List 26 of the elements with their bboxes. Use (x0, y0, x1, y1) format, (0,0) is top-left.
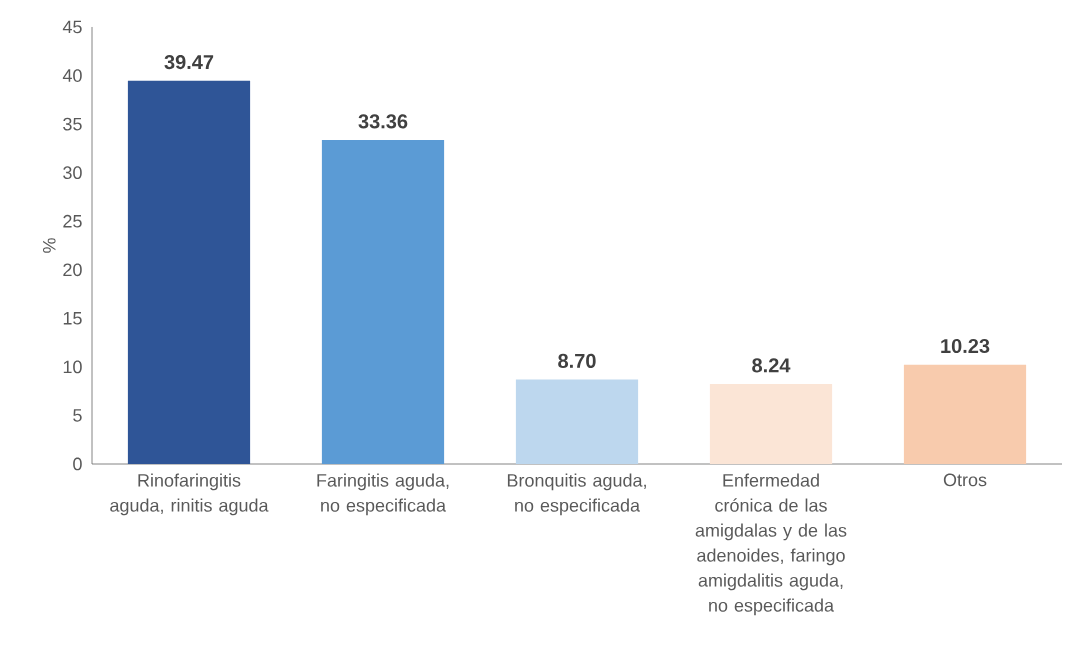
x-tick-label: Enfermedad crónica de las amigdalas y de las adenoides, faringo amigdalitis aguda, no especificada (695, 473, 847, 616)
data-label: 33.36 (358, 114, 408, 129)
bar (903, 364, 1027, 464)
x-tick-label: Otros (943, 473, 987, 487)
data-label: 8.70 (558, 353, 596, 368)
bar (321, 140, 445, 464)
y-tick-label: 40 (62, 69, 82, 82)
x-tick-label: Bronquitis aguda, no especificada (507, 473, 646, 516)
y-tick-label: 10 (63, 360, 82, 374)
data-label: 39.47 (164, 54, 214, 70)
x-tick-label: Faringitis aguda, no especificada (317, 473, 449, 516)
y-tick-label: 0 (73, 457, 82, 471)
y-tick-label: 20 (63, 263, 82, 277)
data-label: 10.23 (941, 338, 990, 354)
bar (515, 379, 639, 464)
y-tick-label: 35 (63, 117, 82, 131)
bar (709, 383, 833, 464)
x-tick-label: Rinofaringitis aguda, rinitis aguda (110, 473, 269, 516)
data-label: 8.24 (752, 358, 791, 373)
bar (127, 80, 251, 464)
y-tick-label: 15 (63, 312, 82, 325)
y-axis-title: % (42, 238, 56, 253)
y-tick-label: 45 (62, 20, 82, 34)
y-tick-label: 25 (63, 214, 82, 228)
y-tick-label: 30 (63, 166, 82, 180)
y-tick-label: 5 (73, 409, 82, 422)
